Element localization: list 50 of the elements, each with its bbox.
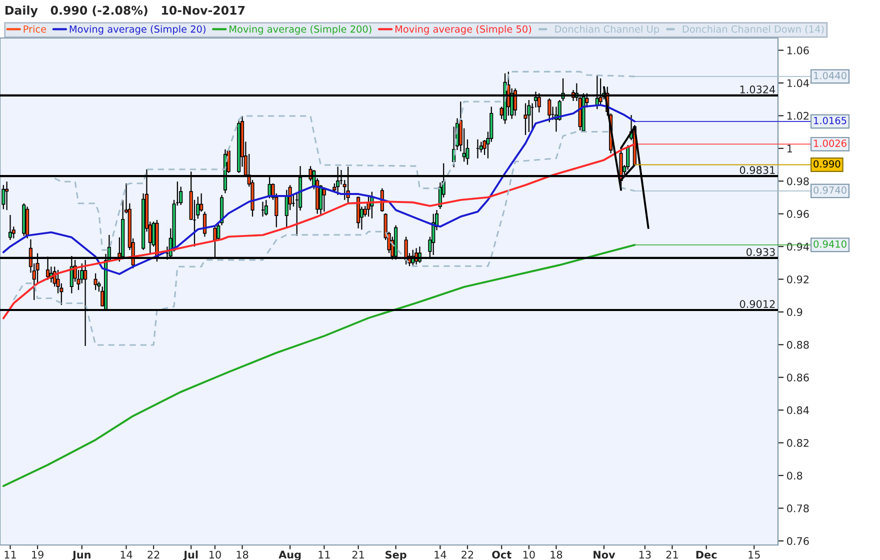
y-tick-label: 0.76 — [787, 537, 809, 546]
data-label: 0.9740 — [814, 186, 846, 194]
x-tick-label: Oct — [492, 550, 512, 559]
data-label: 1.0026 — [814, 140, 846, 147]
x-tick-label: 21 — [666, 550, 678, 558]
y-tick-label: 0.92 — [787, 275, 808, 284]
x-tick-label: Dec — [696, 550, 717, 559]
x-tick-label: 22 — [462, 550, 474, 558]
y-tick-label: 0.86 — [787, 374, 809, 382]
y-tick-label: 1.04 — [787, 79, 809, 88]
y-tick-label: 1.06 — [787, 46, 809, 54]
y-tick-label: 1 — [787, 144, 792, 152]
x-tick-label: 13 — [639, 550, 651, 559]
ref-line-label: 0.9012 — [740, 300, 775, 308]
ref-line-label: 0.933 — [746, 248, 775, 256]
x-tick-label: 11 — [318, 550, 330, 558]
x-tick-label: 18 — [550, 550, 562, 559]
x-tick-label: 10 — [523, 550, 535, 559]
data-label: 0.9410 — [814, 240, 846, 248]
y-tick-label: 0.98 — [787, 177, 809, 186]
data-label: 1.0165 — [814, 116, 846, 124]
y-tick-label: 0.82 — [787, 439, 808, 447]
x-tick-label: 18 — [236, 550, 248, 559]
legend-title: Price — [24, 25, 46, 33]
x-tick-label: 11 — [4, 550, 16, 558]
ref-line-label: 0.9831 — [740, 166, 775, 174]
legend-label: Moving average (Simple 20) — [70, 25, 206, 35]
x-tick-label: 14 — [434, 550, 446, 558]
y-tick-label: 0.8 — [787, 472, 802, 480]
x-tick-label: 14 — [120, 550, 132, 558]
y-tick-label: 0.78 — [787, 504, 809, 512]
y-tick-label: 0.9 — [787, 308, 802, 316]
x-tick-label: 15 — [748, 550, 760, 559]
data-label: 1.0440 — [814, 72, 846, 80]
chart-title: Daily 0.990 (-2.08%) 10-Nov-2017 — [5, 6, 245, 18]
x-tick-label: 21 — [352, 550, 364, 558]
legend-label: Donchian Channel Down (14) — [682, 25, 824, 34]
y-tick-label: 0.88 — [787, 340, 809, 349]
x-tick-label: Nov — [594, 550, 616, 559]
x-tick-label: 10 — [209, 550, 221, 559]
ref-line-label: 1.0324 — [740, 86, 776, 94]
y-tick-label: 0.96 — [787, 210, 809, 218]
y-tick-label: 1.02 — [787, 112, 808, 120]
legend-label: Moving average (Simple 200) — [230, 25, 372, 35]
legend-label: Moving average (Simple 50) — [396, 25, 532, 35]
legend-label: Donchian Channel Up — [555, 25, 660, 35]
y-tick-label: 0.84 — [787, 406, 809, 414]
x-tick-label: 19 — [32, 550, 44, 559]
annotation: 0.990 — [814, 160, 840, 168]
x-tick-label: 22 — [148, 550, 160, 558]
